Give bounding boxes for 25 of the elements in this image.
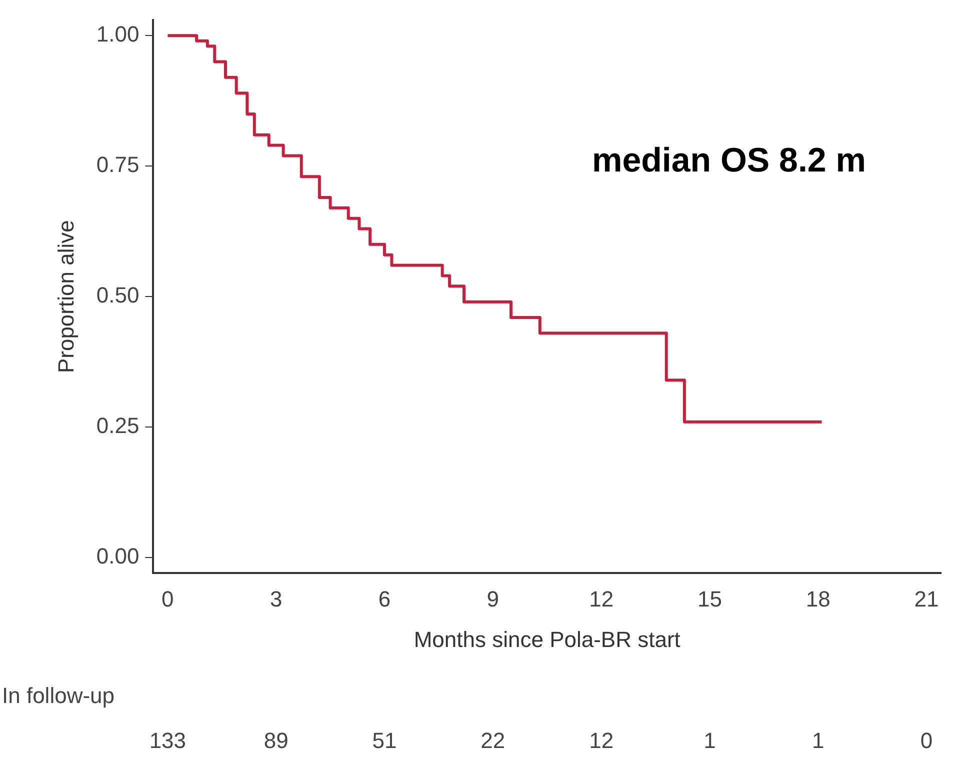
x-tick-label: 15 <box>697 586 722 612</box>
text: 0 <box>920 728 933 754</box>
y-tick-label: 1.00 <box>96 22 140 47</box>
text: 1 <box>704 728 716 754</box>
text: 12 <box>589 728 614 754</box>
y-tick-label: 0.75 <box>96 152 140 178</box>
x-tick-label: 6 <box>378 586 391 612</box>
text: In follow-up <box>2 683 115 708</box>
text: 51 <box>372 728 397 754</box>
x-tick-label: 21 <box>914 586 939 612</box>
text: 1 <box>812 728 824 754</box>
y-axis-title: Proportion alive <box>53 220 78 374</box>
text: 89 <box>264 728 288 754</box>
x-axis-title: Months since Pola-BR start <box>414 626 680 652</box>
y-tick-label: 0.50 <box>96 282 140 308</box>
x-tick-label: 3 <box>270 586 282 612</box>
text: 22 <box>480 728 506 754</box>
x-tick-label: 0 <box>162 586 174 612</box>
y-tick-label: 0.25 <box>96 413 140 438</box>
x-tick-label: 18 <box>806 586 830 612</box>
annotation: median OS 8.2 m <box>592 141 866 180</box>
x-tick-label: 12 <box>589 586 614 612</box>
text: 133 <box>149 728 186 754</box>
x-tick-label: 9 <box>486 586 500 612</box>
y-tick-label: 0.00 <box>96 544 140 569</box>
